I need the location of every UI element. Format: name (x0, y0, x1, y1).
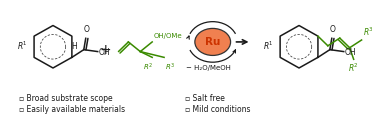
Text: Ru: Ru (205, 37, 220, 47)
Text: $R^2$: $R^2$ (348, 61, 359, 74)
Ellipse shape (195, 28, 231, 55)
Text: ▫ Mild conditions: ▫ Mild conditions (185, 105, 251, 114)
Text: O: O (330, 25, 336, 34)
Text: $R^3$: $R^3$ (363, 26, 373, 38)
Text: OH: OH (345, 48, 356, 57)
Text: OH: OH (99, 48, 110, 57)
Text: ▫ Broad substrate scope: ▫ Broad substrate scope (19, 94, 113, 103)
Text: H: H (71, 42, 77, 51)
Text: ▫ Salt free: ▫ Salt free (185, 94, 225, 103)
Text: − H₂O/MeOH: − H₂O/MeOH (186, 65, 231, 71)
Text: $R^1$: $R^1$ (263, 40, 274, 52)
Text: O: O (84, 25, 90, 34)
Text: $R^2$: $R^2$ (143, 61, 153, 73)
Text: +: + (100, 43, 112, 57)
Text: $R^1$: $R^1$ (17, 40, 28, 52)
Text: ▫ Easily available materials: ▫ Easily available materials (19, 105, 125, 114)
Text: OH/OMe: OH/OMe (153, 33, 182, 39)
Text: $R^3$: $R^3$ (165, 61, 175, 73)
